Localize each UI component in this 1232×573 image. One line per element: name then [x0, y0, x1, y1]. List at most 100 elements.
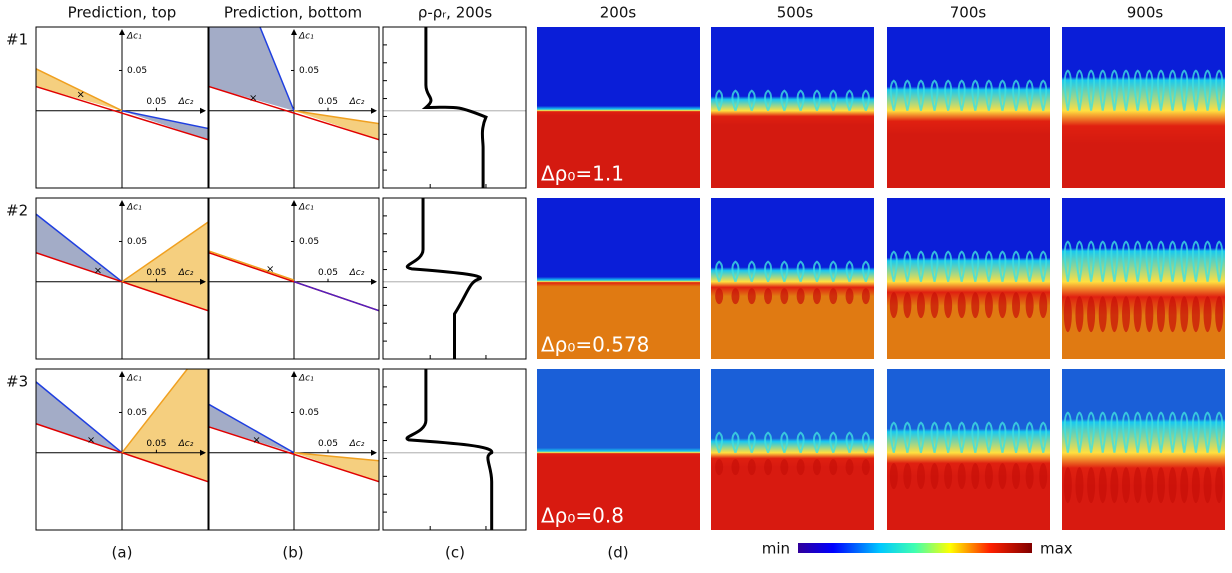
plume [1133, 296, 1142, 333]
plume [971, 463, 980, 490]
marker: × [266, 264, 274, 275]
plume [1215, 240, 1224, 282]
row-label: #1 [6, 31, 28, 49]
plume [1025, 421, 1034, 453]
plume [764, 459, 773, 476]
plume [780, 89, 789, 112]
arrow [200, 449, 206, 456]
plume [944, 292, 953, 319]
plume [780, 260, 789, 283]
plume [731, 288, 740, 305]
plume [715, 459, 724, 476]
density-profile [405, 369, 494, 530]
plume [998, 250, 1007, 282]
plume [829, 288, 838, 305]
plume [1156, 240, 1165, 282]
plume [1075, 411, 1084, 453]
plume [1012, 79, 1021, 111]
plume [1180, 240, 1189, 282]
plume [998, 421, 1007, 453]
plot-frame [35, 368, 209, 531]
plume [1063, 240, 1072, 282]
marker: × [252, 435, 260, 446]
axis-label: Δc₁ [126, 203, 142, 213]
plume [1145, 69, 1154, 111]
region [294, 452, 379, 482]
plume [764, 260, 773, 283]
plume [1075, 296, 1084, 333]
plume [715, 260, 724, 283]
boundary-line [259, 26, 295, 112]
plume [1098, 69, 1107, 111]
plume [971, 79, 980, 111]
tick-label: 0.05 [299, 237, 319, 247]
plume [984, 463, 993, 490]
simulation-image [887, 198, 1050, 359]
plume [1122, 69, 1131, 111]
plume [780, 459, 789, 476]
simulation-image [1062, 369, 1225, 530]
plume [845, 89, 854, 112]
plume [829, 431, 838, 454]
colorbar-label: min [762, 540, 790, 558]
plume [903, 421, 912, 453]
column-header: 700s [950, 4, 987, 22]
plume [944, 421, 953, 453]
arrow [371, 449, 377, 456]
plume [1156, 69, 1165, 111]
plume [1133, 411, 1142, 453]
plume [1098, 240, 1107, 282]
axis-label: Δc₁ [298, 32, 314, 42]
column-header: Prediction, top [68, 4, 177, 22]
tick-label: 0.05 [146, 268, 166, 278]
plume [812, 459, 821, 476]
plume [1098, 296, 1107, 333]
plume [930, 79, 939, 111]
plume [1075, 69, 1084, 111]
plume [1075, 467, 1084, 504]
plume [715, 89, 724, 112]
axis-label: Δc₂ [349, 439, 365, 449]
plume [889, 421, 898, 453]
plume [944, 463, 953, 490]
plume [829, 459, 838, 476]
plume [971, 250, 980, 282]
plume [845, 260, 854, 283]
plume [1215, 296, 1224, 333]
plume [731, 260, 740, 283]
region [294, 110, 379, 140]
plume [984, 250, 993, 282]
plume [998, 463, 1007, 490]
colorbar-label: max [1040, 540, 1073, 558]
plume [957, 421, 966, 453]
plume [889, 292, 898, 319]
plume [1191, 69, 1200, 111]
plume [845, 459, 854, 476]
plume [1110, 296, 1119, 333]
plume [796, 89, 805, 112]
boundary-line [121, 221, 209, 283]
region [122, 369, 208, 482]
plume [930, 250, 939, 282]
plume [1012, 463, 1021, 490]
plume [1180, 69, 1189, 111]
panel-label: (d) [607, 544, 628, 562]
tick-label: 0.05 [299, 66, 319, 76]
plume [1012, 421, 1021, 453]
plume [764, 89, 773, 112]
simulation-image [887, 369, 1050, 530]
plume [845, 431, 854, 454]
plume [1039, 250, 1048, 282]
row-label: #2 [6, 202, 28, 220]
marker: × [77, 90, 85, 101]
boundary-line [208, 250, 295, 281]
plume [930, 463, 939, 490]
arrow [371, 107, 377, 114]
panel-label: (b) [282, 544, 303, 562]
plume [1203, 69, 1212, 111]
plot-frame [208, 368, 380, 531]
column-header: 500s [777, 4, 814, 22]
boundary-line [35, 85, 209, 141]
plume [747, 459, 756, 476]
